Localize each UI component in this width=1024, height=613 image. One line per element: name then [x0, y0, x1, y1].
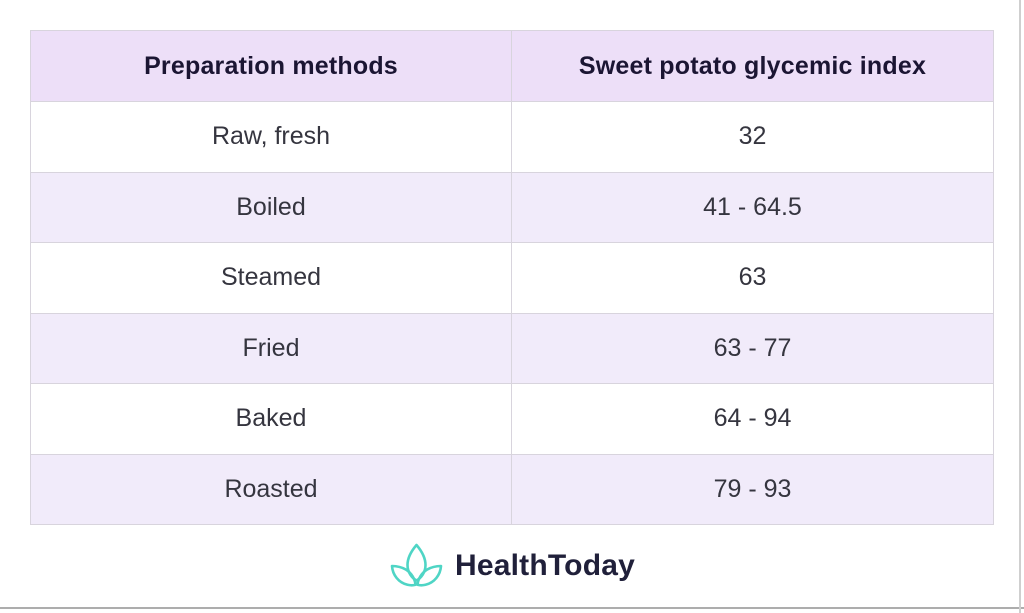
glycemic-index-cell: 64 - 94: [713, 404, 792, 433]
table-row: Boiled 41 - 64.5: [31, 171, 993, 242]
column-header-preparation-methods: Preparation methods: [31, 31, 512, 101]
table-row: Baked 64 - 94: [31, 383, 993, 454]
right-edge-divider: [1019, 0, 1021, 613]
table-row: Steamed 63: [31, 242, 993, 313]
column-header-glycemic-index: Sweet potato glycemic index: [578, 51, 927, 80]
glycemic-index-cell: 32: [738, 122, 767, 151]
table-row: Roasted 79 - 93: [31, 453, 993, 524]
method-cell: Baked: [31, 384, 512, 454]
method-cell: Boiled: [31, 172, 512, 242]
lotus-icon: [390, 543, 443, 587]
bottom-divider: [0, 607, 1024, 609]
table-header-row: Preparation methods Sweet potato glycemi…: [31, 31, 993, 101]
glycemic-index-table: Preparation methods Sweet potato glycemi…: [30, 30, 994, 525]
method-cell: Steamed: [31, 243, 512, 313]
glycemic-index-cell: 41 - 64.5: [703, 192, 802, 221]
brand-name: HealthToday: [454, 549, 635, 582]
table-row: Fried 63 - 77: [31, 312, 993, 383]
glycemic-index-cell: 79 - 93: [713, 474, 792, 503]
table-row: Raw, fresh 32: [31, 101, 993, 172]
table-body: Raw, fresh 32 Boiled 41 - 64.5 Steamed 63 Frie…: [31, 101, 993, 524]
glycemic-index-cell: 63 - 77: [713, 333, 792, 362]
glycemic-index-cell: 63: [738, 263, 767, 292]
method-cell: Raw, fresh: [31, 102, 512, 172]
method-cell: Roasted: [31, 454, 512, 524]
brand-footer: HealthToday: [0, 540, 1024, 592]
method-cell: Fried: [31, 313, 512, 383]
